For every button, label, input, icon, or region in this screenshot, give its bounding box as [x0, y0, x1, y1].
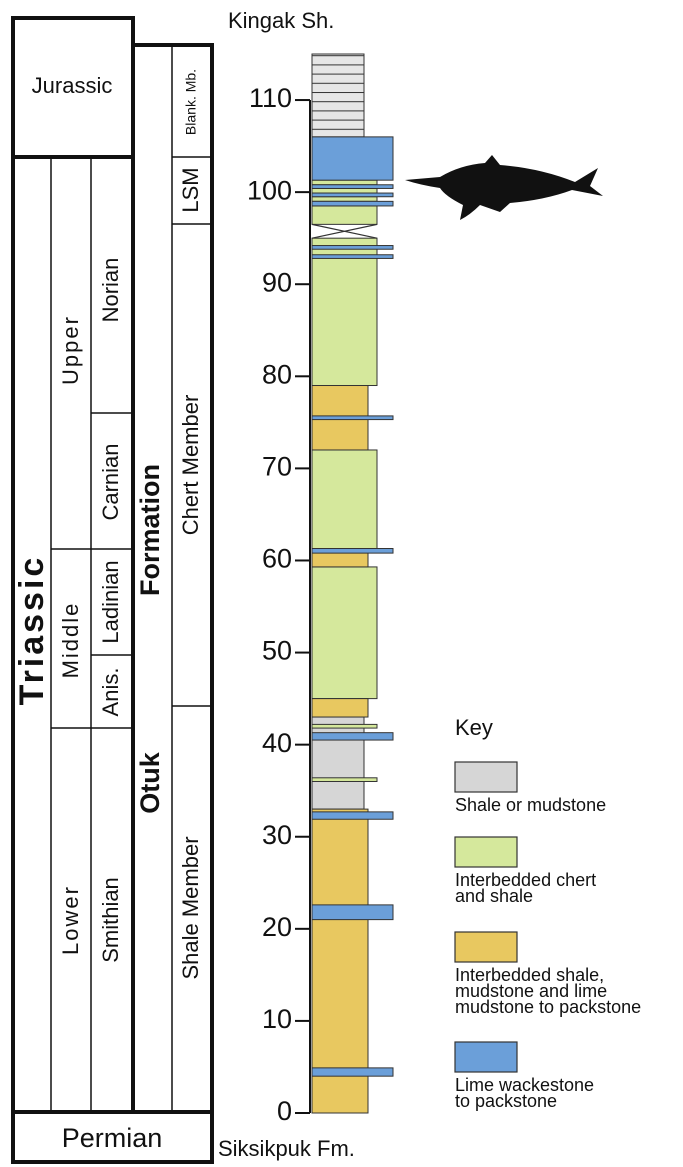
- bed: [312, 185, 393, 189]
- key-title: Key: [455, 715, 493, 740]
- bed: [312, 416, 393, 420]
- bed: [312, 699, 368, 717]
- bed: [312, 54, 364, 137]
- y-tick-label: 70: [262, 452, 292, 482]
- top-unit-label: Kingak Sh.: [228, 8, 334, 33]
- y-tick-label: 100: [247, 175, 292, 205]
- bed: [312, 137, 393, 180]
- bed: [312, 206, 377, 224]
- stage-label: Anis.: [98, 668, 123, 717]
- member-label: Blank. Mb.: [183, 69, 199, 135]
- y-tick-label: 80: [262, 359, 292, 389]
- key-label: and shale: [455, 886, 533, 906]
- bed: [312, 238, 377, 385]
- key-swatch: [455, 932, 517, 962]
- key-swatch: [455, 1042, 517, 1072]
- key-label: Shale or mudstone: [455, 795, 606, 815]
- key-label: mudstone to packstone: [455, 997, 641, 1017]
- bed: [312, 201, 393, 206]
- bed: [312, 246, 393, 250]
- bed: [312, 193, 393, 197]
- y-tick-label: 0: [277, 1096, 292, 1126]
- bed: [312, 197, 377, 202]
- y-tick-label: 40: [262, 728, 292, 758]
- bed: [312, 812, 393, 819]
- member-label: Chert Member: [178, 395, 203, 536]
- bed: [312, 733, 393, 740]
- system-label: Triassic: [13, 555, 51, 706]
- bed: [312, 567, 377, 699]
- bed: [312, 778, 377, 782]
- bed: [312, 724, 377, 728]
- bed: [312, 255, 393, 259]
- key-swatch: [455, 837, 517, 867]
- stratigraphic-column: 0 10 20 30 40 50 60 70 80 90 100 110 Jurassic Trias…: [0, 0, 683, 1167]
- y-tick-label: 20: [262, 912, 292, 942]
- bottom-unit-label: Siksikpuk Fm.: [218, 1136, 355, 1161]
- series-label: Upper: [58, 315, 83, 385]
- bed: [312, 1068, 393, 1076]
- system-label: Jurassic: [32, 73, 113, 98]
- depth-axis: 0 10 20 30 40 50 60 70 80 90 100 110: [247, 83, 310, 1126]
- stage-label: Smithian: [98, 877, 123, 963]
- formation-label: Otuk: [135, 751, 165, 813]
- key-label: to packstone: [455, 1091, 557, 1111]
- system-label: Permian: [62, 1123, 163, 1153]
- covered-interval: [312, 224, 377, 238]
- stage-label: Norian: [98, 258, 123, 323]
- y-tick-label: 30: [262, 820, 292, 850]
- bed: [312, 188, 377, 193]
- page: 0 10 20 30 40 50 60 70 80 90 100 110 Jurassic Trias…: [0, 0, 683, 1167]
- y-tick-label: 50: [262, 636, 292, 666]
- key-swatch: [455, 762, 517, 792]
- ichthyosaur-silhouette: [405, 155, 603, 220]
- bed: [312, 717, 364, 809]
- bed: [312, 450, 377, 549]
- lithology-column: [312, 54, 393, 1113]
- series-label: Lower: [58, 885, 83, 955]
- member-label: LSM: [178, 167, 203, 212]
- bed: [312, 905, 393, 920]
- y-tick-label: 110: [249, 83, 292, 113]
- y-tick-label: 60: [262, 544, 292, 574]
- y-tick-label: 90: [262, 267, 292, 297]
- member-label: Shale Member: [178, 836, 203, 979]
- formation-label: Formation: [135, 464, 165, 596]
- bed: [312, 549, 393, 554]
- bed: [312, 180, 377, 185]
- y-tick-label: 10: [262, 1004, 292, 1034]
- stage-label: Carnian: [98, 443, 123, 520]
- stage-label: Ladinian: [98, 560, 123, 643]
- series-label: Middle: [58, 602, 83, 679]
